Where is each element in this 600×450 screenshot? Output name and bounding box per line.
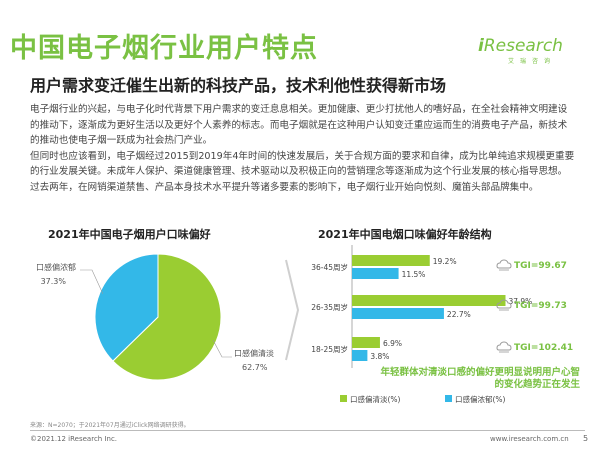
arrow-icon bbox=[285, 259, 300, 361]
footer-divider bbox=[30, 430, 585, 431]
page-subtitle: 用户需求变迁催生出新的科技产品，技术利他性获得新市场 bbox=[30, 76, 447, 95]
bar-value-label: 22.7% bbox=[447, 310, 471, 319]
pie-chart-title: 2021年中国电子烟用户口味偏好 bbox=[48, 228, 211, 241]
bar bbox=[352, 295, 506, 306]
pie-slice bbox=[112, 253, 222, 381]
cloud-icon bbox=[496, 259, 512, 271]
legend-label: 口感偏清淡(%) bbox=[350, 394, 401, 404]
bar-value-label: 37.9% bbox=[508, 297, 532, 306]
logo-subtext: 艾瑞咨询 bbox=[508, 58, 557, 65]
bar-chart: 36-45周岁 19.2% 11.5% TGI=99.67 26-35周岁 37.9% 22… bbox=[311, 245, 573, 404]
logo-text: Research bbox=[483, 36, 563, 56]
category-label: 26-35周岁 bbox=[311, 302, 348, 312]
bar bbox=[352, 308, 444, 319]
body-text: 电子烟行业的兴起，与电子化时代背景下用户需求的变迁息息相关。更加健康、更少打扰他… bbox=[30, 102, 575, 195]
pie-slice-value: 37.3% bbox=[41, 277, 67, 286]
tgi-label: TGI=102.41 bbox=[514, 343, 573, 353]
page-number: 5 bbox=[583, 434, 589, 443]
cloud-icon bbox=[496, 341, 512, 353]
cloud-icon bbox=[496, 299, 512, 311]
insight-note: 年轻群体对清淡口感的偏好更明显说明用户心智的变化趋势正在发生 bbox=[380, 367, 580, 390]
pie-leader-line bbox=[212, 340, 232, 358]
bar-value-label: 11.5% bbox=[402, 270, 426, 279]
category-label: 18-25周岁 bbox=[311, 344, 348, 354]
tgi-label: TGI=99.67 bbox=[514, 261, 567, 271]
footer-copyright: ©2021.12 iResearch Inc. bbox=[30, 435, 118, 443]
page-title: 中国电子烟行业用户特点 bbox=[10, 33, 318, 64]
source-note: 来源：N=2070；于2021年07月通过iClick网络调研获得。 bbox=[30, 422, 190, 429]
tgi-label: TGI=99.73 bbox=[514, 301, 567, 311]
bar bbox=[352, 337, 380, 348]
pie-leader-line bbox=[80, 269, 104, 294]
pie-slice bbox=[94, 253, 159, 362]
bar-value-label: 6.9% bbox=[383, 339, 402, 348]
bar bbox=[352, 255, 430, 266]
legend-label: 口感偏浓郁(%) bbox=[455, 394, 506, 404]
pie-chart: 口感偏清淡 62.7% 口感偏浓郁 37.3% bbox=[36, 253, 274, 381]
bar-chart-title: 2021年中国电烟口味偏好年龄结构 bbox=[318, 228, 492, 241]
pie-slice-name: 口感偏浓郁 bbox=[36, 262, 76, 272]
body-paragraph: 电子烟行业的兴起，与电子化时代背景下用户需求的变迁息息相关。更加健康、更少打扰他… bbox=[30, 104, 568, 146]
body-paragraph: 但同时也应该看到，电子烟经过2015到2019年4年时间的快速发展后，关于合规方… bbox=[30, 150, 575, 193]
iresearch-logo: iResearch 艾瑞咨询 bbox=[478, 36, 590, 72]
legend-swatch bbox=[340, 395, 347, 402]
category-label: 36-45周岁 bbox=[311, 262, 348, 272]
pie-slice-value: 62.7% bbox=[242, 363, 268, 372]
bar bbox=[352, 268, 399, 279]
bar bbox=[352, 350, 368, 361]
pie-slice-name: 口感偏清淡 bbox=[234, 348, 274, 358]
bar-value-label: 3.8% bbox=[370, 352, 389, 361]
footer-url: www.iresearch.com.cn bbox=[490, 435, 569, 443]
bar-value-label: 19.2% bbox=[433, 257, 457, 266]
legend-swatch bbox=[445, 395, 452, 402]
